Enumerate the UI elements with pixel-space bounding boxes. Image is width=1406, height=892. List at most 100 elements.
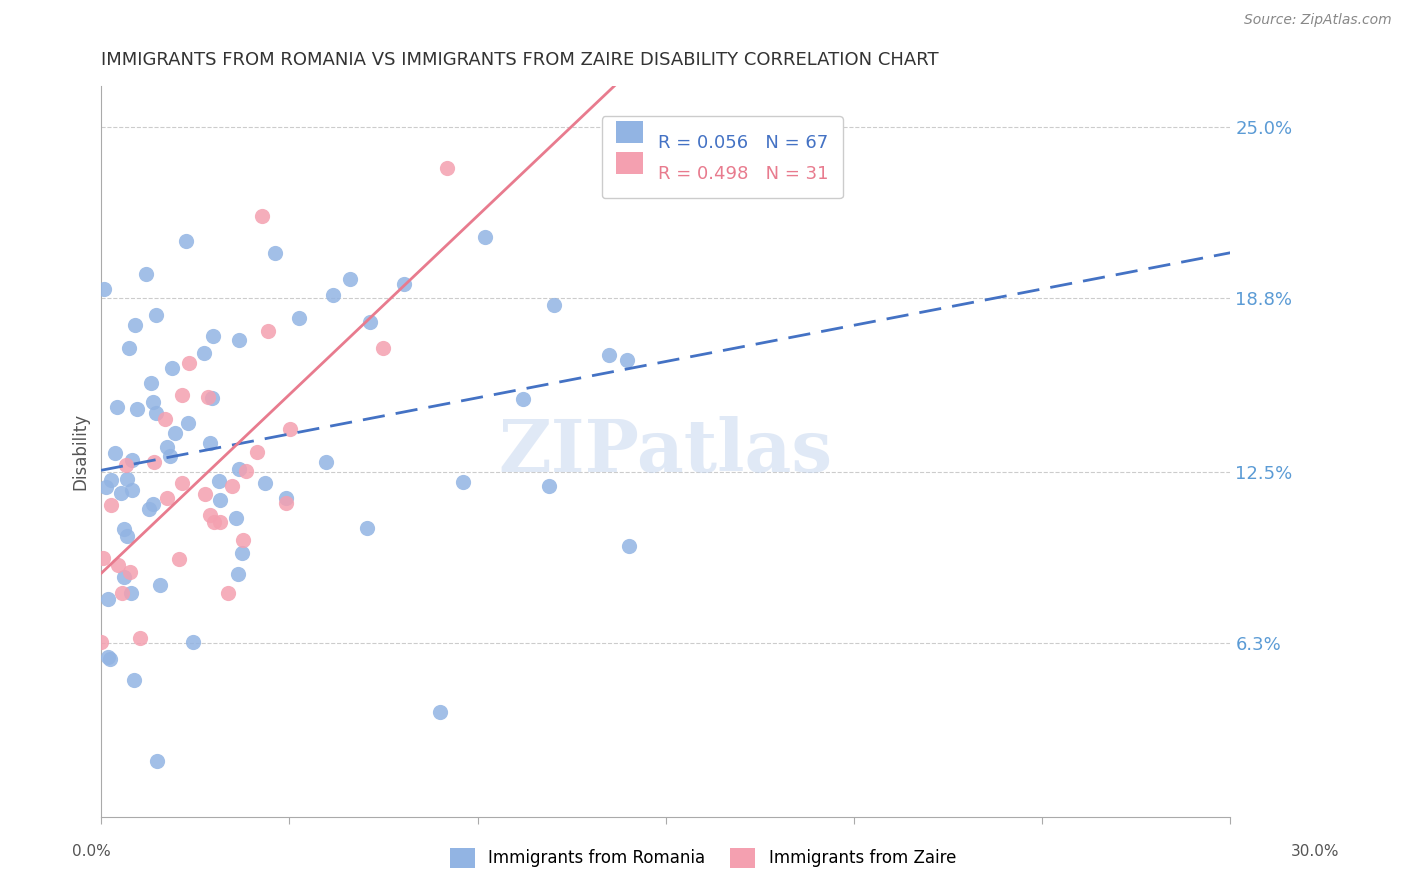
Point	[172, 388, 194, 402]
Point	[118, 341, 141, 355]
Point	[263, 246, 285, 260]
Point	[208, 515, 231, 529]
Point	[156, 441, 179, 455]
Point	[142, 395, 165, 409]
Point	[121, 483, 143, 497]
Point	[228, 333, 250, 347]
Point	[198, 508, 221, 523]
Point	[100, 498, 122, 512]
Point	[226, 566, 249, 581]
Point	[194, 486, 217, 500]
Y-axis label: Disability: Disability	[72, 412, 89, 490]
Point	[125, 401, 148, 416]
Point	[339, 271, 361, 285]
Point	[97, 650, 120, 665]
Point	[392, 277, 415, 291]
Point	[179, 356, 201, 370]
Point	[288, 310, 311, 325]
Point	[429, 705, 451, 719]
Point	[235, 464, 257, 478]
Point	[356, 521, 378, 535]
Point	[96, 480, 118, 494]
Point	[193, 346, 215, 360]
Point	[256, 324, 278, 338]
Point	[373, 341, 395, 355]
Point	[110, 486, 132, 500]
Point	[436, 161, 458, 175]
Point	[100, 473, 122, 487]
Legend: Immigrants from Romania, Immigrants from Zaire: Immigrants from Romania, Immigrants from…	[443, 841, 963, 875]
Point	[246, 444, 269, 458]
Point	[97, 591, 120, 606]
Point	[204, 515, 226, 529]
Point	[98, 652, 121, 666]
Point	[451, 475, 474, 490]
Point	[512, 392, 534, 406]
Point	[142, 497, 165, 511]
Point	[276, 491, 298, 505]
Point	[90, 635, 112, 649]
Point	[543, 297, 565, 311]
Point	[274, 496, 297, 510]
Point	[315, 455, 337, 469]
Point	[209, 492, 232, 507]
Text: IMMIGRANTS FROM ROMANIA VS IMMIGRANTS FROM ZAIRE DISABILITY CORRELATION CHART: IMMIGRANTS FROM ROMANIA VS IMMIGRANTS FR…	[101, 51, 939, 69]
Point	[121, 453, 143, 467]
Point	[122, 673, 145, 688]
Point	[278, 422, 301, 436]
Point	[156, 491, 179, 506]
Point	[231, 545, 253, 559]
Point	[112, 570, 135, 584]
Point	[197, 391, 219, 405]
Point	[474, 230, 496, 244]
Point	[198, 436, 221, 450]
Legend: R = 0.056   N = 67, R = 0.498   N = 31: R = 0.056 N = 67, R = 0.498 N = 31	[602, 117, 842, 198]
Point	[155, 412, 177, 426]
Point	[165, 426, 187, 441]
Point	[598, 348, 620, 362]
Point	[217, 586, 239, 600]
Point	[115, 472, 138, 486]
Point	[177, 416, 200, 430]
Text: 0.0%: 0.0%	[72, 845, 111, 859]
Point	[93, 550, 115, 565]
Text: ZIPatlas: ZIPatlas	[499, 416, 832, 486]
Point	[112, 523, 135, 537]
Point	[252, 210, 274, 224]
Point	[208, 474, 231, 488]
Point	[146, 755, 169, 769]
Point	[167, 552, 190, 566]
Point	[322, 288, 344, 302]
Point	[174, 234, 197, 248]
Point	[105, 401, 128, 415]
Point	[181, 635, 204, 649]
Point	[138, 501, 160, 516]
Point	[139, 376, 162, 390]
Point	[120, 586, 142, 600]
Point	[221, 479, 243, 493]
Point	[617, 540, 640, 554]
Point	[232, 533, 254, 547]
Point	[200, 391, 222, 405]
Point	[104, 446, 127, 460]
Point	[115, 529, 138, 543]
Point	[118, 565, 141, 579]
Point	[115, 458, 138, 472]
Point	[107, 558, 129, 573]
Point	[124, 318, 146, 333]
Point	[202, 329, 225, 343]
Point	[253, 475, 276, 490]
Point	[129, 631, 152, 645]
Point	[145, 308, 167, 322]
Point	[172, 475, 194, 490]
Point	[93, 282, 115, 296]
Point	[160, 360, 183, 375]
Point	[135, 267, 157, 281]
Point	[228, 461, 250, 475]
Point	[537, 479, 560, 493]
Point	[359, 315, 381, 329]
Point	[111, 586, 134, 600]
Point	[149, 578, 172, 592]
Text: Source: ZipAtlas.com: Source: ZipAtlas.com	[1244, 13, 1392, 28]
Point	[616, 353, 638, 368]
